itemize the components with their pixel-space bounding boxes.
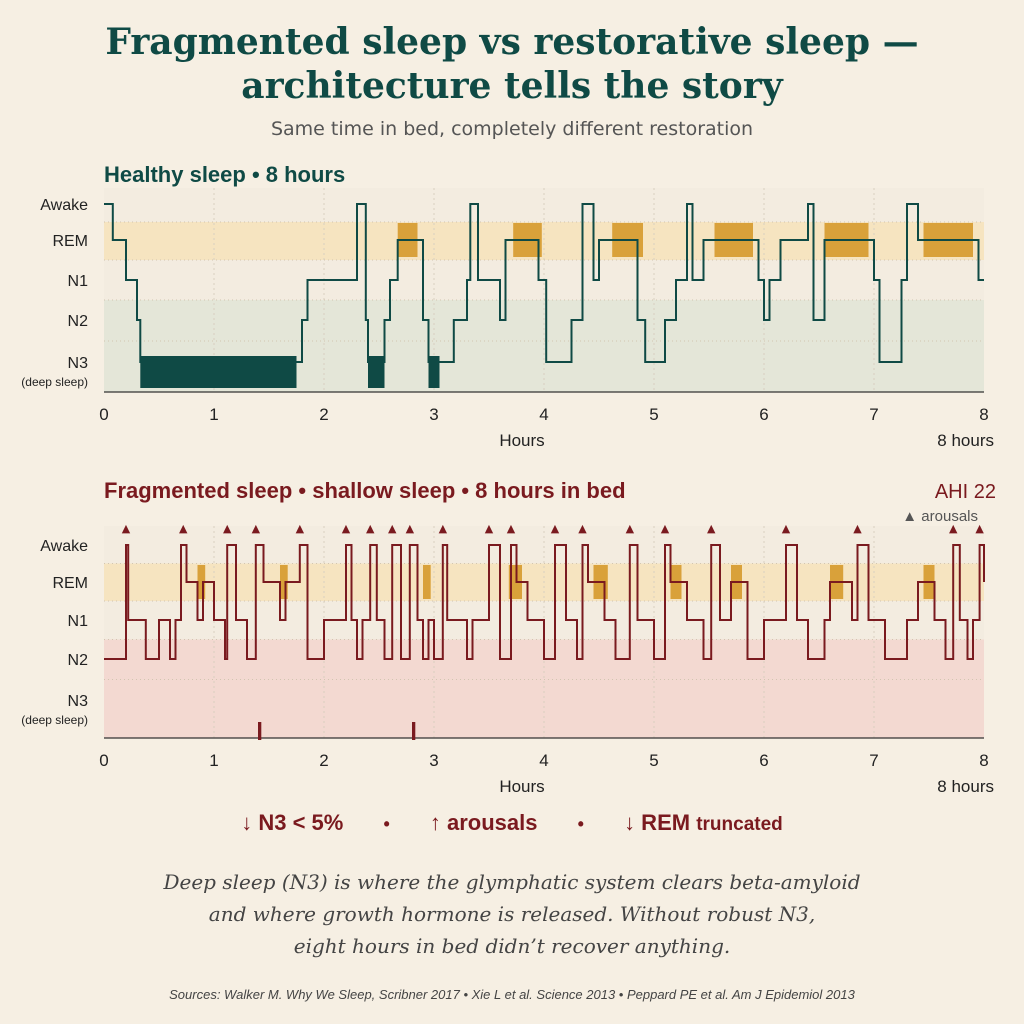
stage-label: N1 <box>68 273 89 290</box>
arousal-marker: ▲ <box>439 522 448 535</box>
takeaway-n3: ↓ N3 < 5% <box>241 810 344 835</box>
arousal-marker: ▲ <box>296 522 305 535</box>
takeaway-arousals: ↑ arousals <box>429 810 538 835</box>
note-line-2: and where growth hormone is released. Wi… <box>208 902 816 926</box>
arousal-marker: ▲ <box>406 522 415 535</box>
x-tick-label: 3 <box>429 751 438 770</box>
arousal-marker: ▲ <box>975 522 984 535</box>
stage-sublabel: (deep sleep) <box>21 713 88 727</box>
arousal-marker: ▲ <box>853 522 862 535</box>
page-title: Fragmented sleep vs restorative sleep — … <box>0 20 1024 108</box>
stage-label: REM <box>52 233 88 250</box>
arousal-legend: ▲ arousals <box>902 508 978 525</box>
n3-block <box>140 356 297 388</box>
x-tick-label: 8 <box>979 751 988 770</box>
arousal-marker: ▲ <box>949 522 958 535</box>
note-line-3: eight hours in bed didn’t recover anythi… <box>293 934 731 958</box>
stage-label: N1 <box>68 613 89 630</box>
n3-block <box>258 722 262 740</box>
arousal-marker: ▲ <box>252 522 261 535</box>
title-line-1: Fragmented sleep vs restorative sleep — <box>105 21 919 63</box>
takeaways: ↓ N3 < 5% • ↑ arousals • ↓ REM truncated <box>0 810 1024 836</box>
arousal-marker: ▲ <box>551 522 560 535</box>
ahi-annotation: AHI 22 <box>935 481 996 503</box>
arousal-marker: ▲ <box>485 522 494 535</box>
stage-label: REM <box>52 575 88 592</box>
x-axis-label: Hours <box>499 431 544 450</box>
x-tick-label: 5 <box>649 751 658 770</box>
x-tick-label: 6 <box>759 751 768 770</box>
arousal-marker: ▲ <box>223 522 232 535</box>
n3-block <box>368 356 385 388</box>
hypnogram-line <box>104 203 984 363</box>
arousal-marker: ▲ <box>342 522 351 535</box>
arousal-marker: ▲ <box>661 522 670 535</box>
stage-label: N2 <box>68 313 89 330</box>
explanatory-note: Deep sleep (N3) is where the glymphatic … <box>162 866 862 962</box>
x-tick-label: 6 <box>759 405 768 424</box>
x-tick-label: 0 <box>99 751 108 770</box>
x-tick-label: 7 <box>869 751 878 770</box>
x-axis-label: Hours <box>499 777 544 796</box>
n3-block <box>412 722 416 740</box>
arousal-marker: ▲ <box>507 522 516 535</box>
rem-block <box>280 565 288 599</box>
title-line-2: architecture tells the story <box>241 65 783 107</box>
sources: Sources: Walker M. Why We Sleep, Scribne… <box>169 987 855 1002</box>
arousal-marker: ▲ <box>122 522 131 535</box>
x-tick-label: 1 <box>209 751 218 770</box>
x-tick-label: 7 <box>869 405 878 424</box>
stage-label: N3 <box>68 693 89 710</box>
x-tick-label: 8 <box>979 405 988 424</box>
x-tick-label: 3 <box>429 405 438 424</box>
x-tick-label: 1 <box>209 405 218 424</box>
x-tick-label: 2 <box>319 405 328 424</box>
panel-title: Healthy sleep • 8 hours <box>104 162 345 187</box>
arousal-marker: ▲ <box>578 522 587 535</box>
stage-sublabel: (deep sleep) <box>21 375 88 389</box>
x-tick-label: 4 <box>539 405 548 424</box>
arousal-marker: ▲ <box>626 522 635 535</box>
x-end-label: 8 hours <box>937 431 994 450</box>
takeaway-separator: • <box>577 814 584 834</box>
rem-block <box>423 565 431 599</box>
arousal-marker: ▲ <box>707 522 716 535</box>
rem-block <box>508 565 522 599</box>
stage-label: Awake <box>40 538 88 555</box>
subtitle: Same time in bed, completely different r… <box>270 118 754 140</box>
hypnogram-line <box>104 544 985 660</box>
arousal-marker: ▲ <box>782 522 791 535</box>
n3-block <box>428 356 440 388</box>
note-line-1: Deep sleep (N3) is where the glymphatic … <box>163 870 861 894</box>
panel-title: Fragmented sleep • shallow sleep • 8 hou… <box>104 478 626 503</box>
stage-label: Awake <box>40 197 88 214</box>
stage-label: N2 <box>68 652 89 669</box>
x-tick-label: 4 <box>539 751 548 770</box>
x-tick-label: 0 <box>99 405 108 424</box>
x-end-label: 8 hours <box>937 777 994 796</box>
x-tick-label: 5 <box>649 405 658 424</box>
takeaway-rem: ↓ REM <box>624 810 691 835</box>
arousal-marker: ▲ <box>366 522 375 535</box>
arousal-marker: ▲ <box>179 522 188 535</box>
arousal-marker: ▲ <box>388 522 397 535</box>
stage-label: N3 <box>68 355 89 372</box>
rem-block <box>197 565 206 599</box>
takeaway-separator: • <box>383 814 390 834</box>
x-tick-label: 2 <box>319 751 328 770</box>
takeaway-rem-suffix: truncated <box>696 814 783 835</box>
